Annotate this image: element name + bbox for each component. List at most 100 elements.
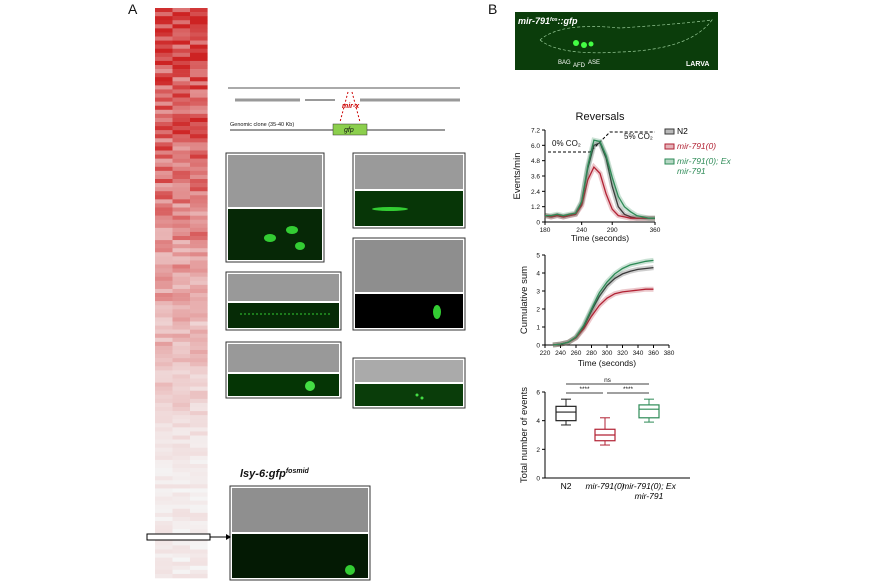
heatmap-cell [155,476,173,481]
heatmap-cell [190,211,208,216]
heatmap-cell [172,8,191,13]
heatmap-cell [172,443,191,449]
heatmap-cell [190,109,208,115]
heatmap-cell [155,325,173,330]
heatmap-cell [190,40,208,45]
heatmap-cell [172,284,191,290]
heatmap-cell [190,195,208,200]
heatmap-cell [155,317,173,322]
series-line [552,288,654,346]
category-label: mir-791(0) [585,481,625,491]
heatmap-cell [172,134,191,139]
heatmap-cell [155,40,173,45]
heatmap-cell [155,288,173,294]
heatmap-cell [172,549,191,554]
heatmap-cell [190,20,208,25]
neuron-label: BAG [558,60,571,66]
heatmap-cell [172,565,191,571]
heatmap-cell [155,329,173,335]
heatmap-cell [190,557,208,563]
heatmap-cell [172,431,191,436]
significance-label: ns [604,377,612,384]
heatmap-cell [155,504,173,510]
heatmap-cell [155,309,173,314]
heatmap-cell [172,48,191,54]
heatmap-cell [190,215,208,221]
heatmap-cell [172,174,191,180]
heatmap-cell [172,199,191,204]
heatmap-cell [155,569,173,575]
heatmap-cell [190,293,208,298]
heatmap-cell [190,390,208,396]
heatmap-cell [172,56,191,62]
heatmap-cell [155,512,173,518]
heatmap-cell [190,89,208,94]
x-tick-label: 240 [555,350,566,357]
heatmap-cell [155,134,173,139]
heatmap-cell [172,337,191,343]
heatmap-cell [172,77,191,82]
heatmap-cell [172,24,191,29]
heatmap-cell [190,313,208,318]
neuron-label: AFD [573,63,586,69]
heatmap-cell [190,236,208,241]
heatmap-cell [190,166,208,172]
heatmap-cell [190,394,208,400]
heatmap-cell [155,264,173,269]
heatmap-cell [190,280,208,286]
heatmap-cell [172,341,191,347]
heatmap-cell [172,93,191,98]
y-tick-label: 4 [536,418,540,425]
x-tick-label: 220 [540,350,551,357]
heatmap-cell [190,154,208,159]
heatmap-cell [155,492,173,497]
heatmap-cell [155,333,173,339]
heatmap-cell [190,427,208,432]
heatmap-cell [155,191,173,196]
heatmap-cell [190,496,208,501]
heatmap-cell [155,284,173,290]
heatmap-cell [155,484,173,489]
x-tick-label: 360 [648,350,659,357]
heatmap-cell [190,329,208,335]
heatmap-cell [172,529,191,534]
heatmap-cell [155,142,173,147]
heatmap-cell [190,407,208,412]
heatmap-cell [190,93,208,98]
heatmap-cell [190,183,208,188]
heatmap-cell [155,20,173,25]
heatmap-cell [172,101,191,107]
heatmap-cell [155,122,173,127]
heatmap-cell [155,464,173,469]
heatmap-cell [172,272,191,278]
heatmap-cell [172,504,191,510]
heatmap-cell [172,85,191,90]
heatmap [155,8,208,579]
heatmap-cell [172,105,191,111]
heatmap-cell [190,525,208,530]
x-tick-label: mir-791(0) [585,481,625,491]
heatmap-cell [190,65,208,70]
heatmap-cell [172,223,191,229]
heatmap-cell [172,240,191,245]
heatmap-cell [190,199,208,204]
heatmap-cell [190,317,208,322]
heatmap-cell [172,142,191,147]
heatmap-cell [172,252,191,257]
y-tick-label: 7.2 [531,128,540,135]
heatmap-cell [155,447,173,453]
legend-swatch [664,143,675,150]
heatmap-cell [155,77,173,82]
heatmap-cell [155,36,173,41]
heatmap-cell [172,370,191,375]
y-axis-label: Total number of events [519,387,530,483]
y-tick-label: 4.8 [531,158,540,165]
micrographs [225,152,466,409]
heatmap-cell [172,154,191,159]
heatmap-cell [155,126,173,131]
y-axis-label: Cumulative sum [519,266,530,334]
x-tick-label: 320 [617,350,628,357]
heatmap-cell [172,378,191,383]
y-tick-label: 5 [536,253,540,260]
y-tick-label: 6.0 [531,143,540,150]
